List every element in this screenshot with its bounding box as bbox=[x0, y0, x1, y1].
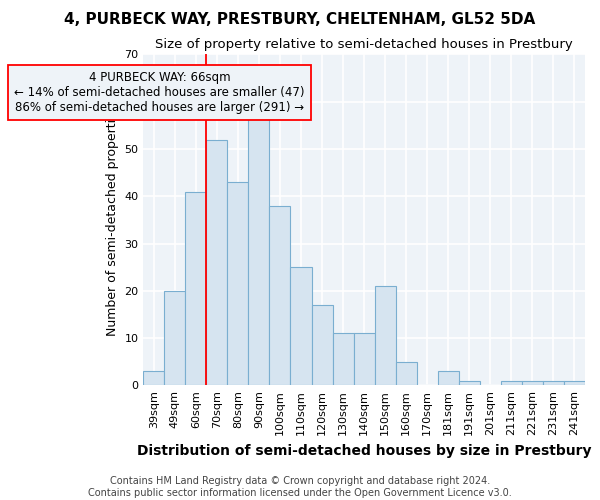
Bar bbox=[143, 371, 164, 386]
Bar bbox=[395, 362, 416, 386]
Bar bbox=[227, 182, 248, 386]
Bar bbox=[290, 267, 311, 386]
Bar bbox=[164, 291, 185, 386]
Y-axis label: Number of semi-detached properties: Number of semi-detached properties bbox=[106, 104, 119, 336]
Bar bbox=[206, 140, 227, 386]
Bar bbox=[332, 334, 353, 386]
Bar bbox=[269, 206, 290, 386]
Text: 4 PURBECK WAY: 66sqm
← 14% of semi-detached houses are smaller (47)
86% of semi-: 4 PURBECK WAY: 66sqm ← 14% of semi-detac… bbox=[14, 71, 305, 114]
Bar bbox=[438, 371, 459, 386]
Bar bbox=[564, 380, 585, 386]
Bar bbox=[353, 334, 374, 386]
Text: 4, PURBECK WAY, PRESTBURY, CHELTENHAM, GL52 5DA: 4, PURBECK WAY, PRESTBURY, CHELTENHAM, G… bbox=[64, 12, 536, 28]
Text: Contains HM Land Registry data © Crown copyright and database right 2024.
Contai: Contains HM Land Registry data © Crown c… bbox=[88, 476, 512, 498]
Bar bbox=[311, 305, 332, 386]
Bar bbox=[248, 116, 269, 386]
Bar bbox=[543, 380, 564, 386]
Bar bbox=[501, 380, 522, 386]
Bar bbox=[522, 380, 543, 386]
Title: Size of property relative to semi-detached houses in Prestbury: Size of property relative to semi-detach… bbox=[155, 38, 573, 51]
Bar bbox=[374, 286, 395, 386]
Bar bbox=[459, 380, 480, 386]
X-axis label: Distribution of semi-detached houses by size in Prestbury: Distribution of semi-detached houses by … bbox=[137, 444, 592, 458]
Bar bbox=[185, 192, 206, 386]
